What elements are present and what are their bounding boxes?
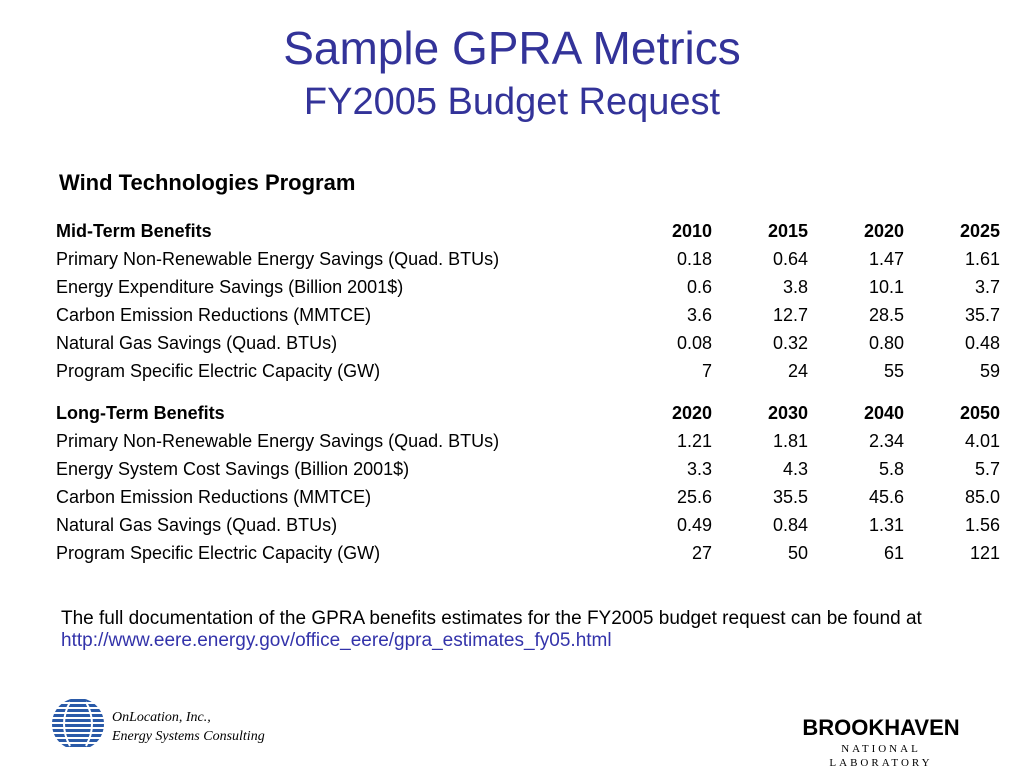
documentation-link[interactable]: http://www.eere.energy.gov/office_eere/g… [61,630,612,651]
metric-value: 5.8 [878,459,904,479]
metric-label: Carbon Emission Reductions (MMTCE) [56,305,372,325]
table-row: Natural Gas Savings (Quad. BTUs) 0.49 0.… [56,511,1000,539]
table-row: Energy System Cost Savings (Billion 2001… [56,455,1000,483]
metric-value: 28.5 [868,305,904,325]
metric-value: 3.7 [974,277,1000,297]
metric-value: 1.61 [964,249,1000,269]
metric-value: 85.0 [964,487,1000,507]
benefits-table: Mid-Term Benefits 2010 2015 2020 2025 Pr… [56,217,1000,567]
table-row: Primary Non-Renewable Energy Savings (Qu… [56,245,1000,273]
mid-term-header-row: Mid-Term Benefits 2010 2015 2020 2025 [56,217,1000,245]
table-row: Natural Gas Savings (Quad. BTUs) 0.08 0.… [56,329,1000,357]
section-spacer [56,385,1000,399]
slide-title-block: Sample GPRA Metrics FY2005 Budget Reques… [0,22,1024,124]
metric-value: 50 [787,543,808,563]
year-header: 2030 [767,403,808,423]
year-header: 2015 [767,221,808,241]
table-row: Program Specific Electric Capacity (GW) … [56,357,1000,385]
year-header: 2010 [671,221,712,241]
table-row: Primary Non-Renewable Energy Savings (Qu… [56,427,1000,455]
metric-value: 121 [969,543,1000,563]
metric-value: 3.6 [686,305,712,325]
metric-value: 1.21 [676,431,712,451]
lab-subtitle: NATIONAL LABORATORY [829,743,933,769]
metric-value: 0.84 [772,515,808,535]
slide-subtitle: FY2005 Budget Request [303,81,721,123]
metric-value: 3.3 [686,459,712,479]
mid-term-header: Mid-Term Benefits [56,221,212,241]
metric-value: 4.3 [782,459,808,479]
year-header: 2040 [863,403,904,423]
metric-label: Program Specific Electric Capacity (GW) [56,361,381,381]
metric-value: 12.7 [772,305,808,325]
metric-value: 0.48 [964,333,1000,353]
metric-label: Program Specific Electric Capacity (GW) [56,543,381,563]
metric-value: 27 [691,543,712,563]
metric-value: 35.5 [772,487,808,507]
metric-value: 59 [979,361,1000,381]
metric-label: Energy System Cost Savings (Billion 2001… [56,459,410,479]
striped-globe-icon [52,699,104,747]
metric-value: 25.6 [676,487,712,507]
company-tagline: Energy Systems Consulting [112,729,265,744]
documentation-note: The full documentation of the GPRA benef… [61,608,981,652]
metric-label: Energy Expenditure Savings (Billion 2001… [56,277,404,297]
metric-value: 24 [787,361,808,381]
metric-label: Natural Gas Savings (Quad. BTUs) [56,333,338,353]
metric-value: 1.47 [868,249,904,269]
metric-value: 61 [883,543,904,563]
table-row: Carbon Emission Reductions (MMTCE) 25.6 … [56,483,1000,511]
metric-label: Carbon Emission Reductions (MMTCE) [56,487,372,507]
metric-value: 0.6 [686,277,712,297]
metric-value: 2.34 [868,431,904,451]
metric-label: Primary Non-Renewable Energy Savings (Qu… [56,431,500,451]
note-text: The full documentation of the GPRA benef… [61,608,922,629]
metric-value: 1.56 [964,515,1000,535]
table-row: Carbon Emission Reductions (MMTCE) 3.6 1… [56,301,1000,329]
metric-value: 0.64 [772,249,808,269]
year-header: 2050 [959,403,1000,423]
metric-value: 0.32 [772,333,808,353]
metric-value: 0.80 [868,333,904,353]
year-header: 2025 [959,221,1000,241]
brookhaven-logo: BROOKHAVEN NATIONAL LABORATORY [788,715,974,770]
long-term-header-row: Long-Term Benefits 2020 2030 2040 2050 [56,399,1000,427]
metric-value: 45.6 [868,487,904,507]
table-row: Energy Expenditure Savings (Billion 2001… [56,273,1000,301]
metric-value: 1.81 [772,431,808,451]
year-header: 2020 [863,221,904,241]
year-header: 2020 [671,403,712,423]
metric-value: 4.01 [964,431,1000,451]
metric-value: 0.18 [676,249,712,269]
metric-value: 0.08 [676,333,712,353]
metric-label: Natural Gas Savings (Quad. BTUs) [56,515,338,535]
metric-value: 1.31 [868,515,904,535]
long-term-header: Long-Term Benefits [56,403,225,423]
metric-value: 7 [701,361,712,381]
metric-value: 55 [883,361,904,381]
company-name: OnLocation, Inc., [112,710,211,725]
metric-value: 10.1 [868,277,904,297]
onlocation-logo: OnLocation, Inc., Energy Systems Consult… [50,696,290,752]
lab-name: BROOKHAVEN [802,715,960,740]
metric-value: 5.7 [974,459,1000,479]
table-row: Program Specific Electric Capacity (GW) … [56,539,1000,567]
metric-label: Primary Non-Renewable Energy Savings (Qu… [56,249,500,269]
slide-title: Sample GPRA Metrics [283,22,741,74]
metric-value: 3.8 [782,277,808,297]
metric-value: 35.7 [964,305,1000,325]
onlocation-text: OnLocation, Inc., Energy Systems Consult… [112,708,265,746]
metric-value: 0.49 [676,515,712,535]
program-title: Wind Technologies Program [59,170,356,195]
